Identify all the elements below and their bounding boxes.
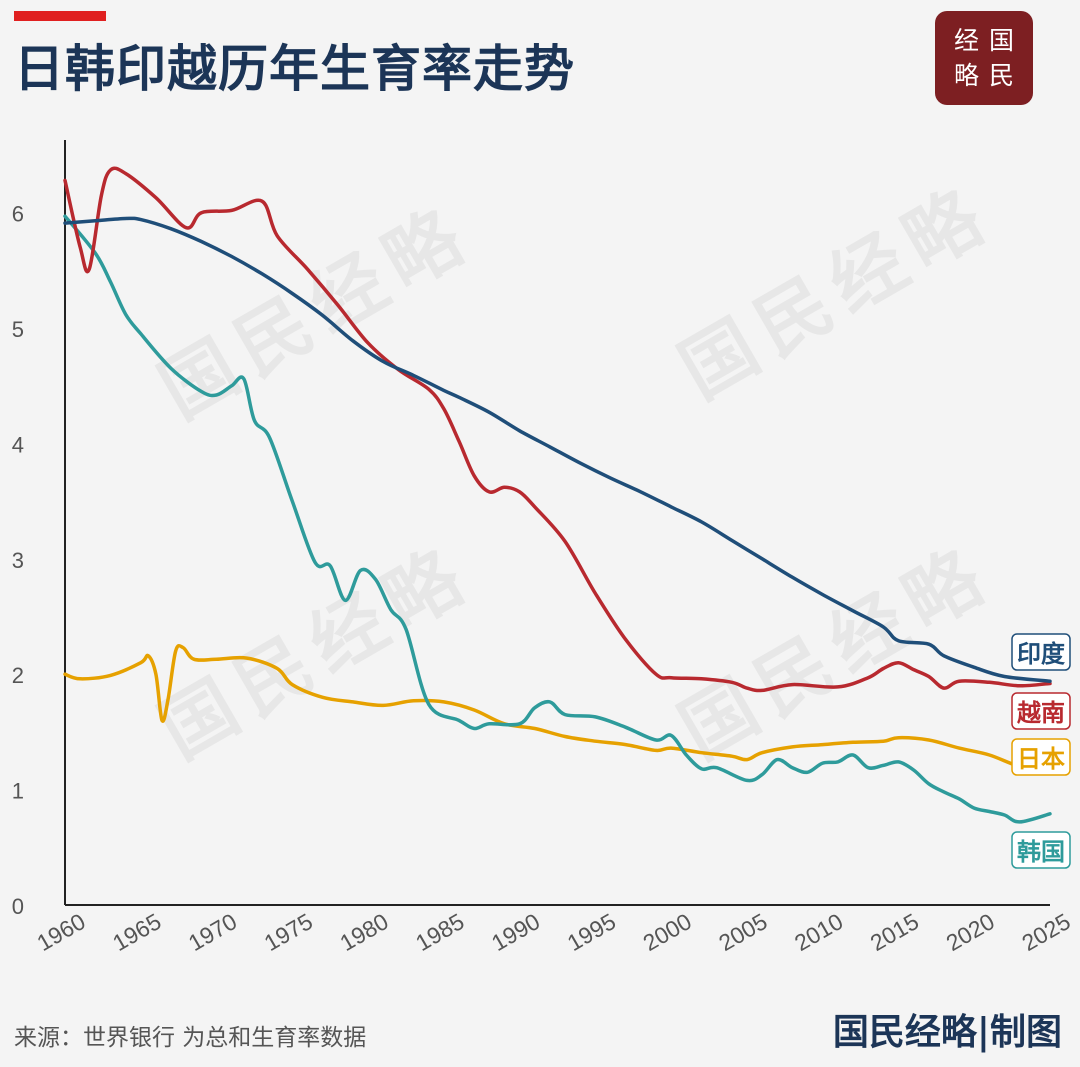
x-tick-label: 2020: [942, 908, 999, 956]
y-tick-label: 5: [12, 317, 24, 342]
y-tick-label: 1: [12, 779, 24, 804]
logo-char: 国: [988, 26, 1014, 55]
label-box: [1011, 633, 1071, 671]
x-tick-label: 2025: [1017, 908, 1074, 956]
x-tick-label: 1970: [184, 908, 241, 956]
series-line: [63, 166, 1052, 693]
x-tick-label: 2005: [714, 908, 771, 956]
credit-text: 国民经略|制图: [832, 1011, 1062, 1053]
logo-char: 略: [953, 61, 979, 90]
label-text: 日本: [1017, 745, 1065, 773]
watermark-text: 国民经略: [666, 529, 1007, 775]
x-tick-label: 1960: [32, 908, 89, 956]
series-line: [63, 214, 1052, 824]
y-tick-label: 2: [12, 663, 24, 688]
x-tick-label: 2015: [866, 908, 923, 956]
x-tick-label: 1975: [260, 908, 317, 956]
title-accent-bar: [14, 11, 106, 21]
logo-char: 民: [988, 61, 1014, 90]
x-tick-label: 1995: [563, 908, 620, 956]
x-tick-label: 1965: [108, 908, 165, 956]
logo-char: 经: [953, 26, 979, 55]
label-box: [1011, 738, 1071, 776]
label-text: 印度: [1017, 640, 1066, 668]
x-tick-label: 2010: [790, 908, 847, 956]
page-title: 日韩印越历年生育率走势: [14, 40, 575, 98]
series-end-label: 日本: [1011, 738, 1071, 776]
x-tick-label: 1990: [487, 908, 544, 956]
source-note: 来源：世界银行 为总和生育率数据: [14, 1025, 367, 1051]
brand-logo: 经 国 略 民: [935, 11, 1033, 105]
watermark-text: 国民经略: [666, 169, 1007, 415]
label-box: [1011, 692, 1071, 730]
series-end-label: 韩国: [1011, 831, 1071, 869]
label-box: [1011, 831, 1071, 869]
y-tick-label: 4: [12, 432, 24, 457]
label-text: 越南: [1017, 699, 1065, 727]
y-tick-label: 6: [12, 202, 24, 227]
series-line: [63, 216, 1052, 683]
x-tick-label: 2000: [638, 908, 695, 956]
x-tick-label: 1980: [335, 908, 392, 956]
y-tick-label: 3: [12, 548, 24, 573]
label-text: 韩国: [1017, 838, 1065, 866]
series-end-label: 印度: [1011, 633, 1071, 671]
y-tick-label: 0: [12, 894, 24, 919]
series-line: [63, 643, 1052, 775]
x-tick-label: 1985: [411, 908, 468, 956]
series-end-label: 越南: [1011, 692, 1071, 730]
